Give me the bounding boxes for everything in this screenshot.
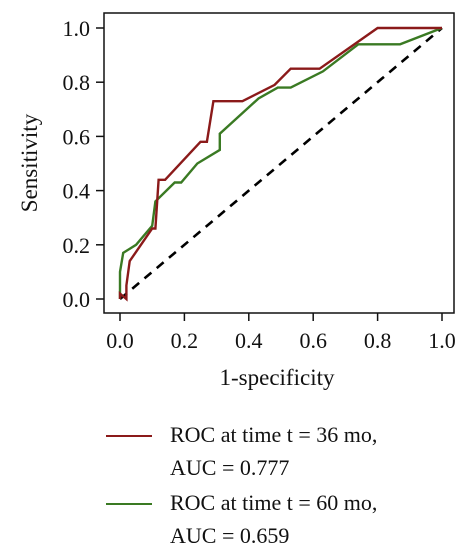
legend-swatch-36mo bbox=[106, 435, 152, 437]
x-tick-label: 0.8 bbox=[364, 328, 392, 353]
legend-swatch-60mo bbox=[106, 503, 152, 505]
chart-marks bbox=[118, 26, 443, 302]
x-axis-label: 1-specificity bbox=[220, 365, 335, 390]
legend-label-36mo-line2: AUC = 0.777 bbox=[170, 455, 290, 480]
legend-label-60mo: ROC at time t = 60 mo, AUC = 0.659 bbox=[170, 486, 377, 552]
y-tick-label: 0.8 bbox=[63, 70, 91, 95]
legend-item-60mo: ROC at time t = 60 mo, AUC = 0.659 bbox=[100, 486, 470, 556]
legend-label-60mo-line1: ROC at time t = 60 mo, bbox=[170, 490, 378, 515]
y-tick-label: 0.6 bbox=[63, 124, 91, 149]
y-axis-label: Sensitivity bbox=[17, 113, 42, 212]
reference-diagonal-line bbox=[119, 27, 443, 300]
x-tick-label: 0.0 bbox=[106, 328, 134, 353]
x-tick-label: 1.0 bbox=[428, 328, 456, 353]
y-tick-label: 1.0 bbox=[63, 16, 91, 41]
y-tick-label: 0.2 bbox=[63, 233, 91, 258]
legend-label-60mo-line2: AUC = 0.659 bbox=[170, 523, 290, 548]
axis-ticks: 0.0 0.2 0.4 0.6 0.8 1.0 0.0 0.2 0.4 0.6 0.8 1.0 bbox=[63, 16, 456, 353]
y-tick-label: 0.0 bbox=[63, 287, 91, 312]
roc-line-36mo bbox=[118, 26, 442, 302]
x-tick-label: 0.6 bbox=[299, 328, 327, 353]
x-tick-label: 0.4 bbox=[235, 328, 263, 353]
x-tick-label: 0.2 bbox=[171, 328, 199, 353]
legend-label-36mo-line1: ROC at time t = 36 mo, bbox=[170, 422, 378, 447]
legend-item-36mo: ROC at time t = 36 mo, AUC = 0.777 bbox=[100, 418, 470, 488]
legend-label-36mo: ROC at time t = 36 mo, AUC = 0.777 bbox=[170, 418, 377, 484]
roc-line-60mo bbox=[118, 26, 443, 299]
plot-frame bbox=[103, 12, 455, 314]
y-tick-label: 0.4 bbox=[63, 179, 91, 204]
